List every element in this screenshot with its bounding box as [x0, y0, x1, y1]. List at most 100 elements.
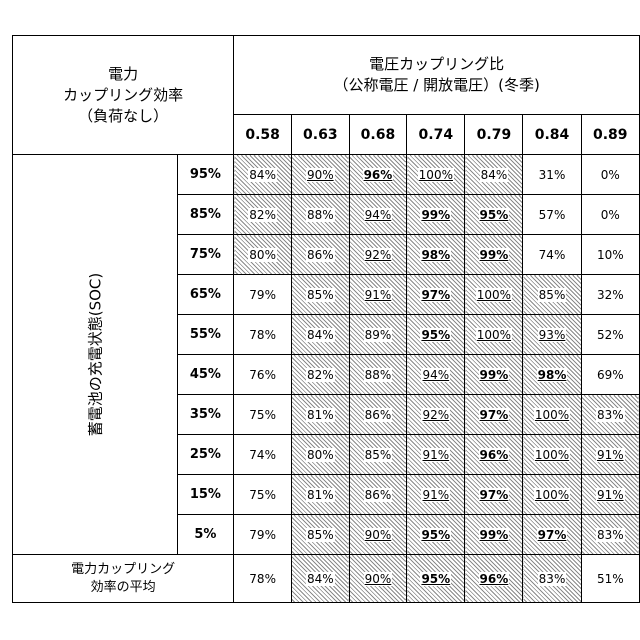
efficiency-value: 52%: [596, 328, 625, 342]
efficiency-value: 75%: [248, 408, 277, 422]
ratio-header: 電圧カップリング比 （公称電圧 / 開放電圧）(冬季): [234, 36, 640, 115]
efficiency-value: 92%: [364, 248, 393, 262]
average-row-label: 電力カップリング効率の平均: [13, 555, 234, 603]
efficiency-value: 79%: [248, 528, 277, 542]
efficiency-value: 97%: [479, 488, 510, 502]
efficiency-value: 98%: [537, 368, 568, 382]
corner-line-1: 電力: [13, 64, 233, 85]
efficiency-cell: 90%: [349, 555, 407, 603]
efficiency-cell: 100%: [523, 475, 581, 515]
average-label-line: 電力カップリング: [13, 561, 233, 579]
efficiency-value: 69%: [596, 368, 625, 382]
efficiency-value: 91%: [421, 488, 450, 502]
soc-row-label: 5%: [177, 515, 234, 555]
efficiency-cell: 97%: [465, 395, 523, 435]
efficiency-cell: 74%: [523, 235, 581, 275]
efficiency-cell: 96%: [465, 435, 523, 475]
efficiency-cell: 82%: [291, 355, 349, 395]
efficiency-value: 95%: [420, 572, 451, 586]
efficiency-cell: 80%: [234, 235, 292, 275]
efficiency-value: 92%: [421, 408, 450, 422]
efficiency-cell: 78%: [234, 315, 292, 355]
efficiency-cell: 88%: [349, 355, 407, 395]
efficiency-value: 57%: [538, 208, 567, 222]
efficiency-value: 81%: [306, 408, 335, 422]
efficiency-cell: 84%: [291, 555, 349, 603]
efficiency-value: 80%: [248, 248, 277, 262]
efficiency-value: 85%: [538, 288, 567, 302]
efficiency-value: 84%: [248, 168, 277, 182]
efficiency-value: 32%: [596, 288, 625, 302]
efficiency-cell: 92%: [407, 395, 465, 435]
efficiency-value: 31%: [538, 168, 567, 182]
efficiency-value: 99%: [479, 368, 510, 382]
efficiency-value: 100%: [534, 448, 570, 462]
coupling-efficiency-table: 電力 カップリング効率 （負荷なし） 電圧カップリング比 （公称電圧 / 開放電…: [12, 35, 640, 603]
efficiency-cell: 91%: [407, 435, 465, 475]
efficiency-value: 100%: [476, 288, 512, 302]
efficiency-value: 86%: [306, 248, 335, 262]
efficiency-value: 100%: [476, 328, 512, 342]
efficiency-value: 10%: [596, 248, 625, 262]
efficiency-cell: 90%: [349, 515, 407, 555]
efficiency-value: 95%: [479, 208, 510, 222]
efficiency-value: 74%: [248, 448, 277, 462]
efficiency-cell: 99%: [465, 515, 523, 555]
corner-header: 電力 カップリング効率 （負荷なし）: [13, 36, 234, 155]
corner-line-3: （負荷なし）: [13, 106, 233, 127]
efficiency-value: 100%: [534, 488, 570, 502]
efficiency-cell: 86%: [349, 475, 407, 515]
efficiency-value: 99%: [479, 248, 510, 262]
efficiency-value: 86%: [364, 408, 393, 422]
efficiency-value: 78%: [248, 572, 277, 586]
efficiency-cell: 99%: [465, 235, 523, 275]
efficiency-value: 100%: [534, 408, 570, 422]
efficiency-value: 90%: [306, 168, 335, 182]
efficiency-cell: 69%: [581, 355, 639, 395]
soc-row-label: 85%: [177, 195, 234, 235]
efficiency-value: 100%: [418, 168, 454, 182]
soc-row-label: 35%: [177, 395, 234, 435]
soc-row-label: 15%: [177, 475, 234, 515]
efficiency-value: 74%: [538, 248, 567, 262]
efficiency-value: 93%: [538, 328, 567, 342]
soc-axis-label: 蓄電池の充電状態(SOC): [13, 155, 178, 555]
efficiency-cell: 52%: [581, 315, 639, 355]
efficiency-cell: 95%: [407, 315, 465, 355]
efficiency-cell: 94%: [407, 355, 465, 395]
average-row: 電力カップリング効率の平均78%84%90%95%96%83%51%: [13, 555, 640, 603]
efficiency-value: 88%: [306, 208, 335, 222]
efficiency-value: 95%: [420, 528, 451, 542]
efficiency-cell: 100%: [407, 155, 465, 195]
efficiency-cell: 75%: [234, 475, 292, 515]
efficiency-value: 75%: [248, 488, 277, 502]
efficiency-value: 85%: [364, 448, 393, 462]
efficiency-cell: 100%: [523, 435, 581, 475]
efficiency-cell: 51%: [581, 555, 639, 603]
soc-row-label: 25%: [177, 435, 234, 475]
efficiency-value: 97%: [420, 288, 451, 302]
efficiency-cell: 82%: [234, 195, 292, 235]
soc-row-label: 65%: [177, 275, 234, 315]
efficiency-cell: 100%: [465, 275, 523, 315]
efficiency-value: 84%: [306, 572, 335, 586]
efficiency-value: 90%: [364, 528, 393, 542]
efficiency-value: 86%: [364, 488, 393, 502]
efficiency-cell: 98%: [407, 235, 465, 275]
efficiency-cell: 80%: [291, 435, 349, 475]
efficiency-cell: 94%: [349, 195, 407, 235]
efficiency-cell: 90%: [291, 155, 349, 195]
efficiency-cell: 92%: [349, 235, 407, 275]
efficiency-cell: 76%: [234, 355, 292, 395]
efficiency-cell: 86%: [349, 395, 407, 435]
efficiency-cell: 85%: [291, 275, 349, 315]
ratio-header-line-2: （公称電圧 / 開放電圧）(冬季): [234, 75, 639, 96]
average-label-line: 効率の平均: [13, 579, 233, 597]
efficiency-cell: 93%: [523, 315, 581, 355]
table-row: 蓄電池の充電状態(SOC)95%84%90%96%100%84%31%0%: [13, 155, 640, 195]
efficiency-cell: 79%: [234, 275, 292, 315]
ratio-header-cell: 0.63: [291, 115, 349, 155]
efficiency-cell: 79%: [234, 515, 292, 555]
efficiency-value: 99%: [479, 528, 510, 542]
efficiency-cell: 95%: [407, 555, 465, 603]
